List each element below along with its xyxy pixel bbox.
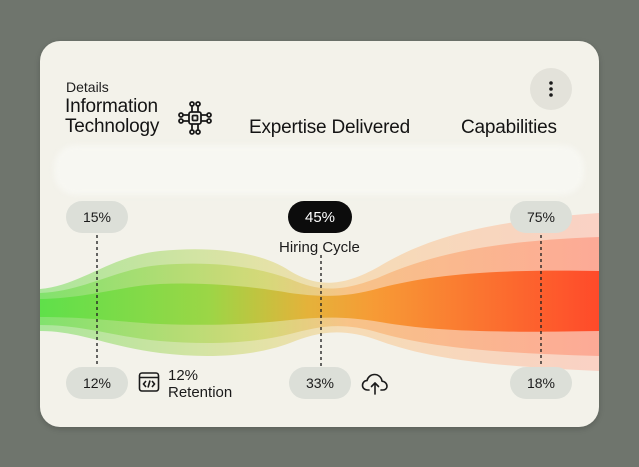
page-title: Information Technology	[65, 97, 159, 137]
marker-middle-bottom-pill[interactable]: 33%	[289, 367, 351, 399]
retention-value: 12%	[168, 367, 199, 384]
marker-right-bottom-pill[interactable]: 18%	[510, 367, 572, 399]
marker-middle-top-pill[interactable]: 45%	[288, 201, 352, 233]
marker-left-top-pill[interactable]: 15%	[66, 201, 128, 233]
more-vertical-icon	[549, 81, 553, 97]
circuit-chip-icon	[177, 100, 213, 136]
marker-right-top-pill[interactable]: 75%	[510, 201, 572, 233]
more-options-button[interactable]	[530, 68, 572, 110]
card: Details Information Technology Expertise…	[40, 41, 599, 427]
flow-band	[40, 213, 599, 371]
heading-expertise-delivered: Expertise Delivered	[249, 117, 410, 138]
blurred-bar	[54, 145, 584, 195]
title-line-2: Technology	[65, 116, 160, 137]
retention-stat: 12% Retention	[168, 367, 232, 401]
heading-capabilities: Capabilities	[461, 117, 557, 138]
details-label: Details	[66, 79, 109, 95]
retention-label: Retention	[168, 384, 233, 401]
marker-left-bottom-pill[interactable]: 12%	[66, 367, 128, 399]
hiring-cycle-caption: Hiring Cycle	[279, 239, 360, 256]
cloud-upload-icon[interactable]	[360, 371, 390, 397]
title-line-1: Information	[65, 96, 158, 117]
band-layer-core	[40, 270, 599, 332]
code-window-icon	[138, 371, 160, 393]
